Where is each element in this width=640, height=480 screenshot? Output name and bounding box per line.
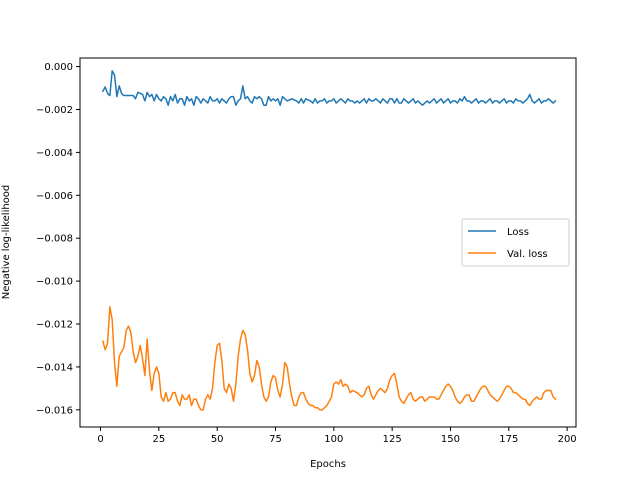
x-tick-label: 175 — [499, 434, 518, 445]
series-line-loss — [101, 70, 557, 106]
y-axis-label: Negative log-likelihood — [1, 185, 12, 300]
x-tick-label: 125 — [383, 434, 402, 445]
y-tick-label: −0.002 — [36, 105, 73, 116]
y-tick-label: −0.010 — [36, 277, 73, 288]
x-tick-label: 100 — [324, 434, 343, 445]
y-tick-label: −0.016 — [36, 405, 73, 416]
x-tick-label: 200 — [558, 434, 577, 445]
x-tick-label: 50 — [211, 434, 224, 445]
y-tick-label: 0.000 — [44, 62, 73, 73]
y-tick-label: −0.012 — [36, 320, 73, 331]
axes-frame — [79, 57, 577, 428]
y-tick-label: −0.006 — [36, 191, 73, 202]
x-tick-label: 25 — [152, 434, 165, 445]
series-layer — [101, 70, 557, 411]
y-axis-ticks: 0.000 −0.002 −0.004 −0.006 −0.008 −0.010 −0.01… — [36, 62, 80, 416]
legend-label-loss: Loss — [507, 227, 529, 238]
x-tick-label: 0 — [97, 434, 103, 445]
series-line-val-loss — [101, 306, 557, 411]
x-axis-label: Epochs — [310, 459, 346, 470]
x-axis-ticks: 0 25 50 75 100 125 150 175 200 — [97, 427, 577, 445]
y-tick-label: −0.004 — [36, 148, 73, 159]
x-tick-label: 75 — [269, 434, 282, 445]
y-tick-label: −0.014 — [36, 362, 73, 373]
y-tick-label: −0.008 — [36, 234, 73, 245]
legend: Loss Val. loss — [461, 218, 570, 267]
legend-label-val-loss: Val. loss — [507, 249, 548, 260]
x-tick-label: 150 — [441, 434, 460, 445]
